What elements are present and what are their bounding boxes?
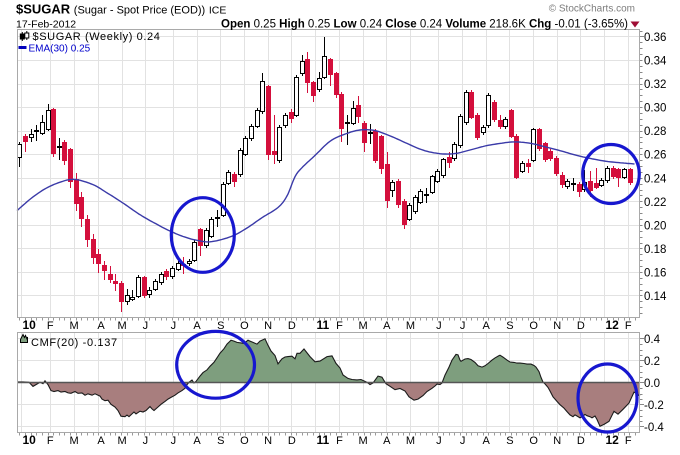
svg-text:J: J [436,435,442,447]
svg-text:M: M [406,320,415,332]
svg-text:0.24: 0.24 [644,173,667,185]
svg-text:F: F [47,320,54,332]
svg-text:F: F [625,320,632,332]
svg-text:J: J [436,320,442,332]
svg-text:0.18: 0.18 [644,244,666,256]
svg-text:A: A [193,320,201,332]
svg-text:10: 10 [23,318,37,332]
svg-text:0.32: 0.32 [644,79,666,91]
svg-text:0.2: 0.2 [644,356,660,368]
svg-text:M: M [118,320,127,332]
svg-text:12: 12 [606,433,620,447]
svg-text:S: S [506,320,513,332]
svg-text:11: 11 [317,318,330,332]
svg-text:J: J [143,435,149,447]
svg-text:0.14: 0.14 [644,291,667,303]
svg-text:A: A [97,320,105,332]
svg-text:M: M [406,435,415,447]
svg-text:A: A [383,320,391,332]
svg-text:A: A [483,320,491,332]
svg-text:J: J [460,320,466,332]
svg-text:M: M [359,435,368,447]
svg-text:A: A [483,435,491,447]
svg-text:M: M [359,320,368,332]
svg-text:12: 12 [606,318,620,332]
svg-text:0.26: 0.26 [644,150,666,162]
svg-text:0.36: 0.36 [644,32,666,44]
svg-text:CMF(20) -0.137: CMF(20) -0.137 [31,337,118,349]
svg-text:0.34: 0.34 [644,56,667,68]
svg-text:10: 10 [23,433,37,447]
svg-text:N: N [264,320,272,332]
svg-text:D: D [577,320,585,332]
svg-text:F: F [336,435,343,447]
svg-text:A: A [383,435,391,447]
svg-text:D: D [288,320,296,332]
svg-text:N: N [264,435,272,447]
svg-text:0.0: 0.0 [644,378,660,390]
svg-text:O: O [240,320,249,332]
svg-text:J: J [171,435,177,447]
svg-text:S: S [506,435,513,447]
svg-text:D: D [288,435,296,447]
svg-text:S: S [217,320,224,332]
svg-text:N: N [553,435,561,447]
svg-text:A: A [193,435,201,447]
svg-text:O: O [529,435,538,447]
svg-text:O: O [529,320,538,332]
svg-text:0.22: 0.22 [644,197,666,209]
svg-text:D: D [577,435,585,447]
svg-text:0.30: 0.30 [644,103,666,115]
svg-text:M: M [70,320,79,332]
svg-text:F: F [47,435,54,447]
svg-text:© StockCharts.com: © StockCharts.com [549,4,635,15]
svg-text:F: F [336,320,343,332]
svg-text:O: O [240,435,249,447]
svg-text:0.28: 0.28 [644,126,666,138]
svg-text:M: M [118,435,127,447]
svg-text:J: J [171,320,177,332]
svg-text:J: J [143,320,149,332]
svg-text:-0.2: -0.2 [644,400,664,412]
svg-text:$SUGAR (Sugar - Spot Price (EO: $SUGAR (Sugar - Spot Price (EOD)) ICE [16,2,226,17]
svg-text:17-Feb-2012: 17-Feb-2012 [16,19,76,31]
svg-text:S: S [217,435,224,447]
svg-text:EMA(30) 0.25: EMA(30) 0.25 [29,44,91,55]
svg-text:N: N [553,320,561,332]
svg-text:F: F [625,435,632,447]
svg-text:A: A [97,435,105,447]
svg-text:0.4: 0.4 [644,334,661,346]
svg-text:11: 11 [317,433,330,447]
svg-text:0.20: 0.20 [644,220,666,232]
svg-text:Open 0.25 High 0.25 Low 0.24 C: Open 0.25 High 0.25 Low 0.24 Close 0.24 … [221,19,628,31]
svg-text:$SUGAR (Weekly) 0.24: $SUGAR (Weekly) 0.24 [33,31,161,43]
svg-text:M: M [70,435,79,447]
svg-text:0.16: 0.16 [644,268,666,280]
svg-text:J: J [460,435,466,447]
svg-text:-0.4: -0.4 [644,422,664,434]
